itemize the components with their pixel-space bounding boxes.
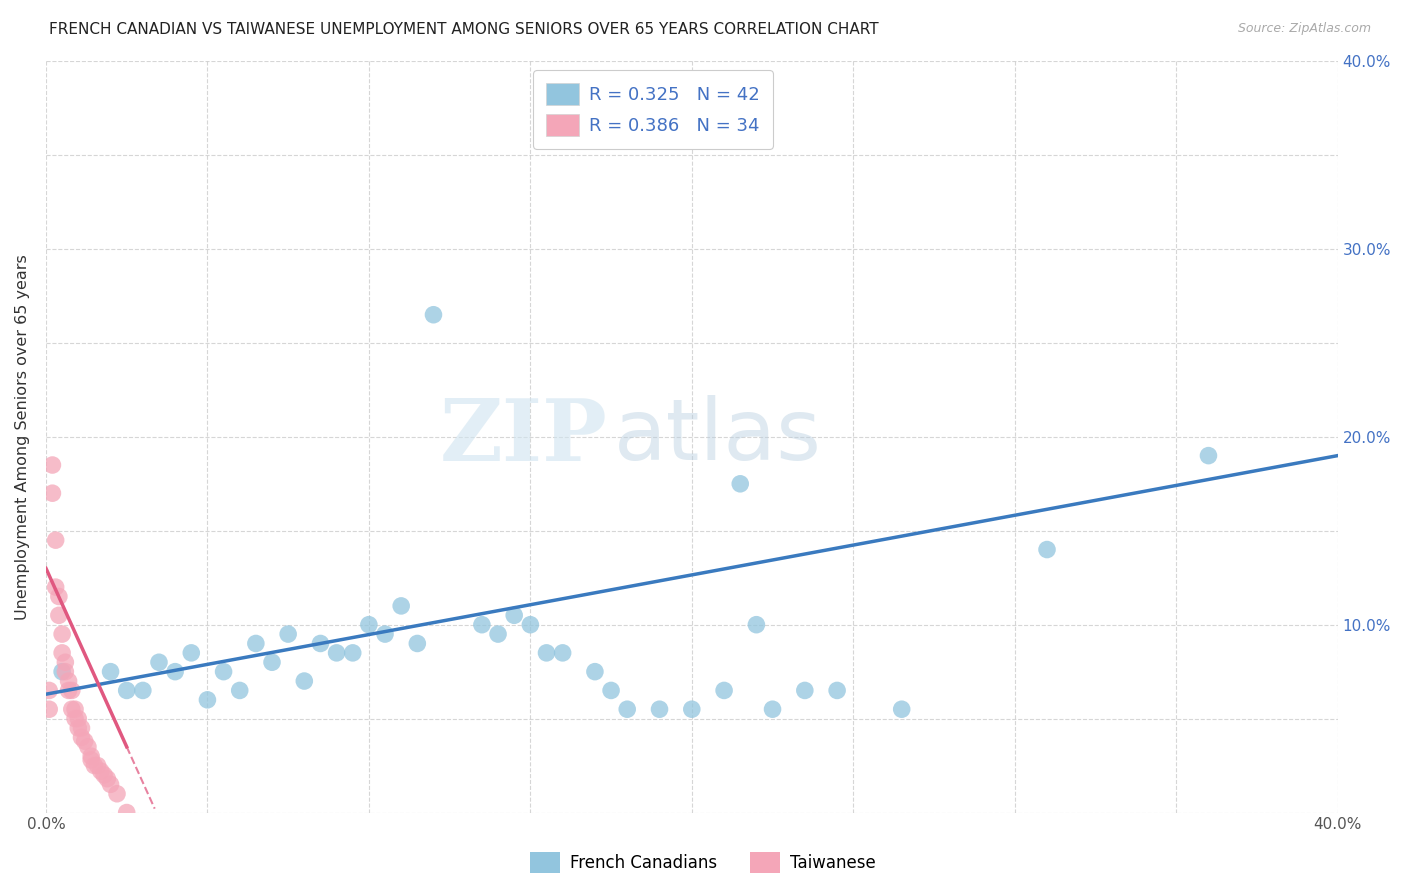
Point: [132, 683, 155, 698]
Point: [551, 646, 574, 660]
Point: [63, 702, 86, 716]
Point: [825, 683, 848, 698]
Point: [41, 458, 63, 472]
Text: Source: ZipAtlas.com: Source: ZipAtlas.com: [1237, 22, 1371, 36]
Point: [260, 655, 283, 669]
Point: [228, 683, 250, 698]
Point: [374, 627, 396, 641]
Legend: French Canadians, Taiwanese: French Canadians, Taiwanese: [523, 846, 883, 880]
Point: [38, 683, 60, 698]
Point: [100, 665, 122, 679]
Point: [48, 590, 70, 604]
Text: FRENCH CANADIAN VS TAIWANESE UNEMPLOYMENT AMONG SENIORS OVER 65 YEARS CORRELATIO: FRENCH CANADIAN VS TAIWANESE UNEMPLOYMEN…: [49, 22, 879, 37]
Point: [51, 627, 73, 641]
Point: [60, 702, 83, 716]
Point: [96, 772, 118, 786]
Point: [58, 674, 80, 689]
Point: [422, 308, 444, 322]
Point: [503, 608, 526, 623]
Legend: R = 0.325   N = 42, R = 0.386   N = 34: R = 0.325 N = 42, R = 0.386 N = 34: [533, 70, 773, 149]
Point: [105, 787, 128, 801]
Point: [309, 636, 332, 650]
Point: [100, 777, 122, 791]
Point: [115, 683, 138, 698]
Point: [471, 617, 494, 632]
Point: [45, 533, 67, 548]
Point: [745, 617, 768, 632]
Point: [90, 764, 112, 779]
Point: [80, 753, 103, 767]
Point: [67, 721, 90, 735]
Point: [60, 683, 83, 698]
Point: [80, 749, 103, 764]
Point: [48, 608, 70, 623]
Point: [212, 665, 235, 679]
Point: [53, 655, 76, 669]
Point: [58, 683, 80, 698]
Point: [86, 758, 108, 772]
Point: [165, 665, 187, 679]
Text: ZIP: ZIP: [440, 395, 607, 479]
Point: [600, 683, 623, 698]
Point: [583, 665, 606, 679]
Point: [616, 702, 638, 716]
Point: [292, 674, 315, 689]
Point: [53, 665, 76, 679]
Point: [51, 646, 73, 660]
Point: [1036, 542, 1059, 557]
Point: [648, 702, 671, 716]
Point: [70, 721, 93, 735]
Point: [389, 599, 412, 613]
Y-axis label: Unemployment Among Seniors over 65 years: Unemployment Among Seniors over 65 years: [15, 254, 30, 620]
Point: [41, 486, 63, 500]
Point: [713, 683, 735, 698]
Point: [70, 731, 93, 745]
Point: [325, 646, 347, 660]
Point: [728, 476, 751, 491]
Point: [45, 580, 67, 594]
Point: [245, 636, 267, 650]
Point: [342, 646, 364, 660]
Point: [357, 617, 380, 632]
Point: [519, 617, 541, 632]
Point: [83, 758, 105, 772]
Point: [681, 702, 703, 716]
Point: [180, 646, 202, 660]
Point: [51, 665, 73, 679]
Point: [793, 683, 815, 698]
Point: [73, 734, 96, 748]
Point: [406, 636, 429, 650]
Point: [38, 702, 60, 716]
Point: [761, 702, 783, 716]
Point: [277, 627, 299, 641]
Point: [536, 646, 558, 660]
Point: [67, 712, 90, 726]
Point: [93, 768, 115, 782]
Point: [890, 702, 912, 716]
Text: atlas: atlas: [614, 395, 823, 478]
Point: [197, 693, 219, 707]
Point: [115, 805, 138, 820]
Point: [486, 627, 509, 641]
Point: [77, 739, 100, 754]
Point: [63, 712, 86, 726]
Point: [148, 655, 170, 669]
Point: [1198, 449, 1220, 463]
